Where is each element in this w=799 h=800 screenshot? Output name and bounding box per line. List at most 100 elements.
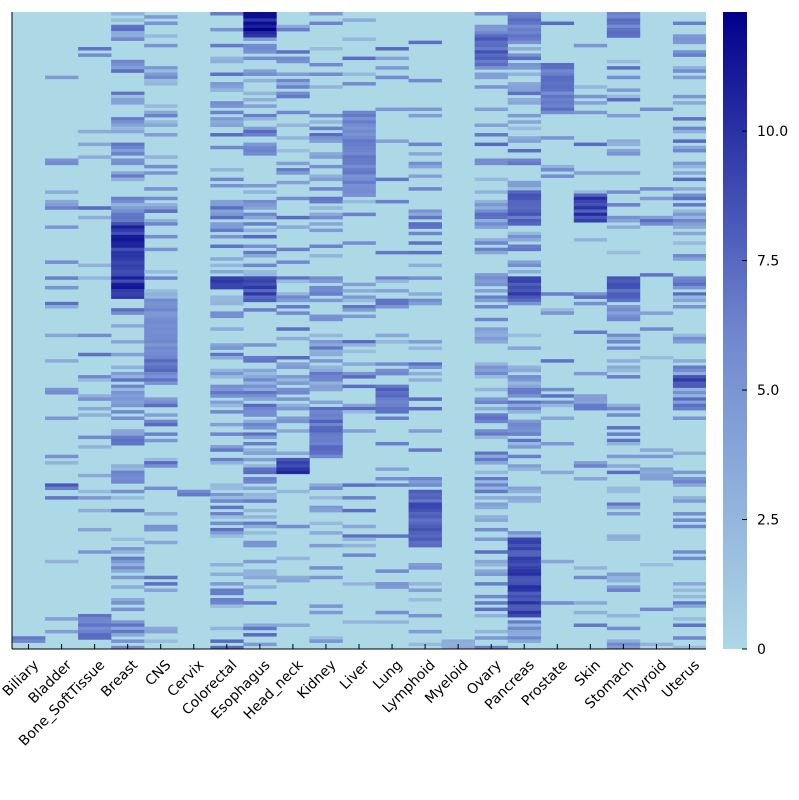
heatmap-cell xyxy=(342,429,376,433)
heatmap-cell xyxy=(672,187,706,191)
heatmap-cell xyxy=(276,247,310,252)
heatmap-cell xyxy=(111,145,145,150)
heatmap-cell xyxy=(507,591,542,596)
heatmap-cell xyxy=(243,451,277,456)
heatmap-cell xyxy=(672,101,706,105)
heatmap-cell xyxy=(276,279,310,284)
heatmap-cell xyxy=(672,21,706,26)
heatmap-cell xyxy=(309,531,343,535)
heatmap-cell xyxy=(507,604,542,608)
heatmap-cell xyxy=(111,254,145,258)
heatmap-cell xyxy=(672,196,706,201)
heatmap-column-stomach xyxy=(606,12,641,649)
heatmap-cell xyxy=(375,199,409,204)
heatmap-cell xyxy=(639,448,674,452)
heatmap-cell xyxy=(573,219,608,223)
heatmap-cell xyxy=(507,219,542,223)
heatmap-cell xyxy=(474,75,509,80)
heatmap-cell xyxy=(111,391,145,395)
heatmap-cell xyxy=(606,426,641,430)
heatmap-cell xyxy=(639,222,674,226)
heatmap-cell xyxy=(342,308,376,312)
heatmap-cell xyxy=(276,260,310,264)
heatmap-cell xyxy=(606,289,641,293)
heatmap-cell xyxy=(276,355,310,360)
heatmap-cell xyxy=(474,219,509,223)
heatmap-cell xyxy=(408,187,442,191)
heatmap-cell xyxy=(672,212,706,217)
heatmap-cell xyxy=(210,82,244,86)
heatmap-cell xyxy=(507,629,542,634)
heatmap-cell xyxy=(243,234,277,239)
heatmap-cell xyxy=(210,104,244,108)
heatmap-cell xyxy=(507,578,542,583)
heatmap-cell xyxy=(342,171,376,175)
heatmap-cell xyxy=(276,365,310,370)
heatmap-cell xyxy=(507,394,542,398)
heatmap-cell xyxy=(243,492,277,497)
heatmap-cell xyxy=(507,419,542,424)
heatmap-cell xyxy=(111,37,145,41)
heatmap-cell xyxy=(606,489,641,494)
heatmap-cell xyxy=(573,295,608,299)
heatmap-cell xyxy=(276,524,310,529)
heatmap-cell xyxy=(408,489,442,494)
heatmap-cell xyxy=(276,391,310,395)
heatmap-cell xyxy=(144,171,178,175)
heatmap-cell xyxy=(474,416,509,420)
heatmap-cell xyxy=(672,368,706,373)
heatmap-cell xyxy=(276,225,310,229)
heatmap-cell xyxy=(408,365,442,370)
heatmap-cell xyxy=(309,174,343,178)
heatmap-cell xyxy=(342,155,376,159)
heatmap-cell xyxy=(276,381,310,385)
heatmap-cell xyxy=(144,78,178,83)
heatmap-cell xyxy=(474,37,509,41)
heatmap-cell xyxy=(474,133,509,137)
heatmap-cell xyxy=(144,69,178,73)
heatmap-cell xyxy=(243,559,277,564)
heatmap-cell xyxy=(507,209,542,213)
heatmap-cell xyxy=(408,276,442,280)
heatmap-cell xyxy=(474,362,509,366)
heatmap-cell xyxy=(474,241,509,245)
x-tick-label: Liver xyxy=(337,657,373,693)
heatmap-cell xyxy=(672,75,706,80)
heatmap-cell xyxy=(573,610,608,615)
heatmap-cell xyxy=(111,148,145,153)
heatmap-cell xyxy=(309,610,343,615)
heatmap-cell xyxy=(342,37,376,41)
heatmap-cell xyxy=(639,311,674,315)
heatmap-cell xyxy=(639,273,674,277)
heatmap-cell xyxy=(243,295,277,299)
heatmap-cell xyxy=(210,314,244,319)
heatmap-cell xyxy=(309,381,343,385)
heatmap-cell xyxy=(243,56,277,61)
heatmap-cell xyxy=(144,422,178,427)
heatmap-cell xyxy=(606,340,641,344)
heatmap-cell xyxy=(144,626,178,631)
heatmap-cell xyxy=(309,432,343,436)
heatmap-cell xyxy=(507,403,542,408)
heatmap-cell xyxy=(474,413,509,417)
heatmap-cell xyxy=(45,158,79,162)
heatmap-cell xyxy=(606,27,641,32)
heatmap-cell xyxy=(540,174,575,178)
heatmap-cell xyxy=(507,98,542,102)
heatmap-cell xyxy=(375,483,409,487)
heatmap-cell xyxy=(474,31,509,35)
heatmap-cell xyxy=(309,72,343,76)
heatmap-cell xyxy=(144,203,178,207)
heatmap-cell xyxy=(606,295,641,299)
heatmap-cell xyxy=(243,585,277,589)
colorbar-gradient xyxy=(723,12,747,649)
heatmap-cell xyxy=(276,470,310,475)
heatmap-cell xyxy=(78,629,112,634)
heatmap-cell xyxy=(474,161,509,166)
heatmap-cell xyxy=(111,410,145,414)
heatmap-cell xyxy=(144,540,178,545)
heatmap-cell xyxy=(144,330,178,334)
heatmap-cell xyxy=(342,72,376,76)
heatmap-cell xyxy=(210,301,244,306)
heatmap-cell xyxy=(309,47,343,51)
